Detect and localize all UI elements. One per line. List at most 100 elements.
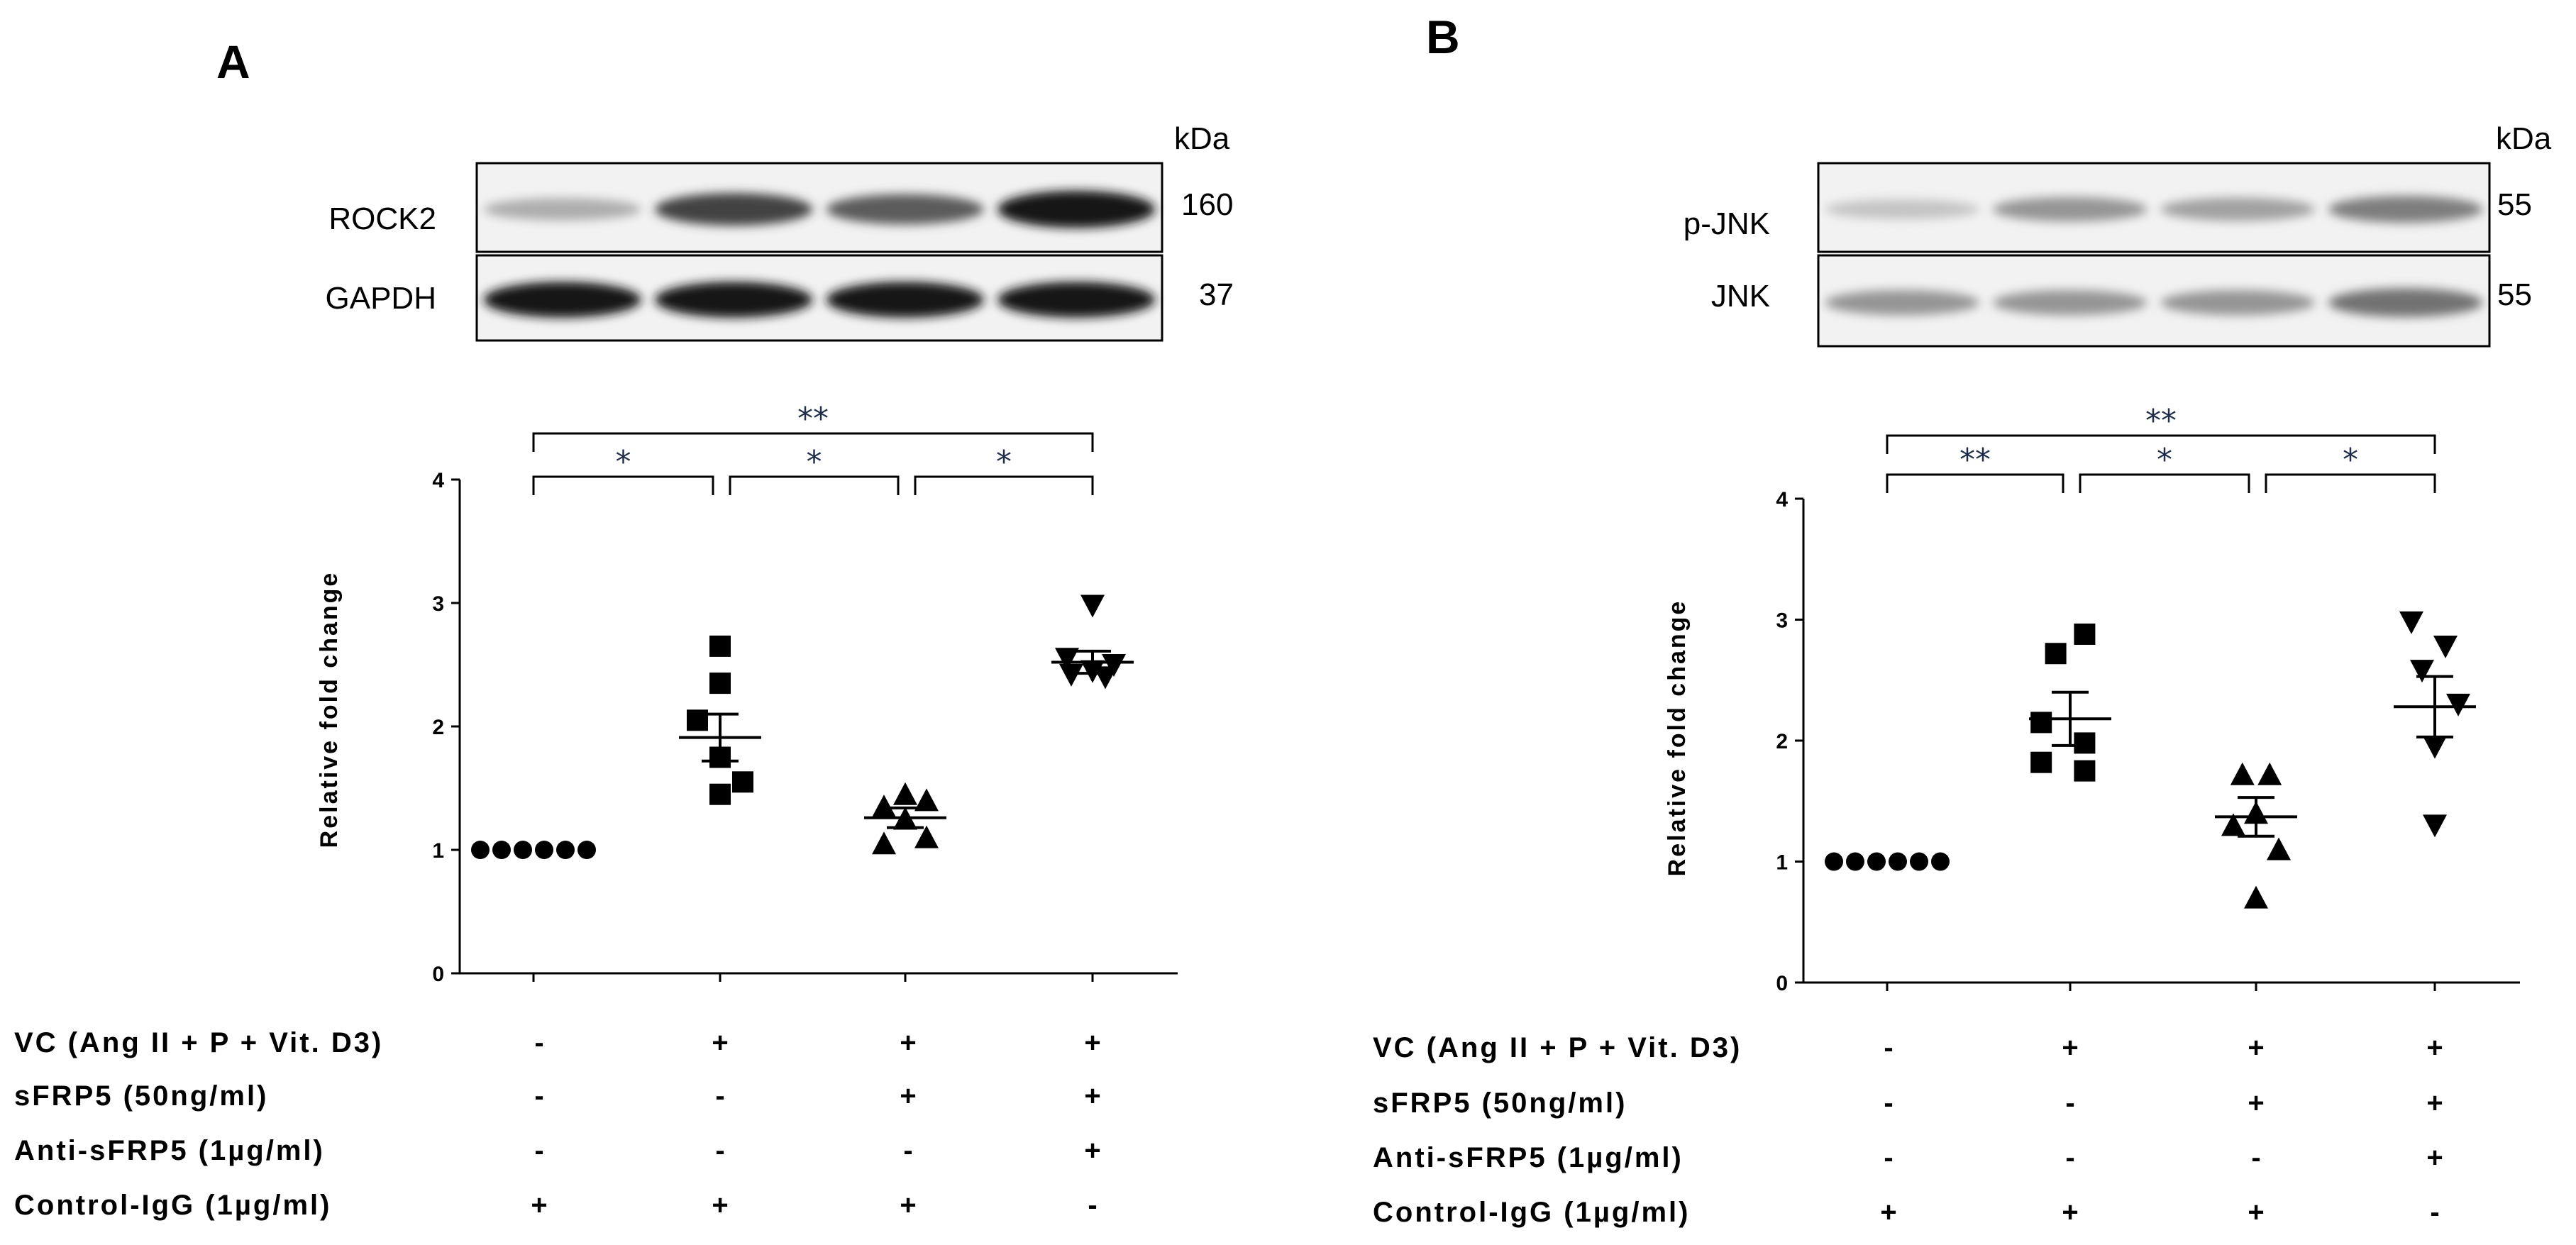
panel-b-y-tick-label: 1 [1776,851,1788,875]
panel-b-data-point-group-1 [1867,852,1886,871]
panel-a-significance-label: * [996,444,1012,480]
panel-a-data-point-group-1 [556,841,575,859]
panel-a-condition-label-control-igg: Control-IgG (1µg/ml) [14,1190,331,1221]
panel-b-data-point-group-2 [2030,712,2052,734]
panel-a-condition-value: - [534,1080,543,1112]
panel-b-data-point-group-1 [1825,852,1843,871]
panel-a-blot-band [655,193,813,226]
panel-b-significance-label: ** [2145,403,2177,439]
panel-b: B kDa p-JNK JNK 55 55 Relative fold chan… [1373,11,2552,1228]
panel-b-blot-band [2328,196,2483,223]
panel-a-data-point-group-3 [914,825,939,848]
panel-b-significance-bracket [2265,473,2436,493]
panel-b-data-point-group-3 [2244,885,2268,909]
panel-b-condition-label-sfrp5: sFRP5 (50ng/ml) [1373,1088,1627,1119]
panel-a-condition-label-anti-sfrp5: Anti-sFRP5 (1µg/ml) [14,1135,325,1166]
panel-a-data-point-group-4 [1055,648,1079,671]
panel-a-y-tick-label: 3 [432,592,444,616]
panel-a-condition-value: - [903,1135,912,1166]
panel-a-data-point-group-4 [1080,594,1105,618]
panel-a-blot-band [655,282,813,318]
panel-a-kda-gapdh: 37 [1199,277,1234,312]
panel-b-blot-band [1992,289,2147,316]
panel-b-condition-label-vc: VC (Ang II + P + Vit. D3) [1373,1032,1742,1063]
panel-a-y-tick-label: 2 [432,716,444,739]
panel-b-y-tick-label: 2 [1776,730,1788,753]
panel-a-blot-band [483,282,641,318]
panel-b-condition-value: - [2430,1197,2439,1228]
panel-a-data-point-group-2 [709,783,731,805]
panel-a-y-axis-label: Relative fold change [316,571,343,848]
panel-a-data-point-group-1 [577,841,596,859]
panel-a-y-tick-label: 1 [432,839,444,863]
panel-a-condition-value: + [531,1190,547,1221]
panel-a-kda-header: kDa [1174,121,1230,156]
panel-a-blot-band [826,194,984,225]
panel-a-western-blot [475,162,1163,342]
panel-b-condition-value: - [1884,1088,1893,1119]
panel-b-blot-band [1992,197,2147,222]
panel-a-data-point-group-4 [1102,654,1126,677]
panel-a-conditions-table: VC (Ang II + P + Vit. D3) sFRP5 (50ng/ml… [14,1027,1101,1221]
panel-a-blot-band [997,282,1156,318]
panel-a-kda-rock2: 160 [1181,187,1233,222]
panel-a-significance-bracket [532,432,1094,452]
panel-b-y-tick-label: 3 [1776,609,1788,633]
panel-a-condition-value: + [900,1080,916,1112]
panel-b-letter: B [1426,11,1460,63]
panel-b-western-blot [1817,162,2491,348]
panel-b-data-point-group-1 [1889,852,1907,871]
panel-b-data-point-group-4 [2410,660,2434,683]
panel-b-y-tick-label: 4 [1776,488,1788,511]
panel-a-condition-label-sfrp5: sFRP5 (50ng/ml) [14,1080,268,1112]
panel-a-significance-bracket [729,475,900,495]
panel-b-y-axis-label: Relative fold change [1664,599,1691,877]
panel-a-condition-value: - [1088,1190,1097,1221]
panel-b-condition-value: + [1880,1197,1896,1228]
panel-b-condition-value: + [2426,1088,2443,1119]
panel-a-blot-band [483,198,641,221]
panel-b-condition-label-anti-sfrp5: Anti-sFRP5 (1µg/ml) [1373,1142,1684,1173]
panel-b-data-point-group-2 [2045,643,2067,665]
panel-a-data-point-group-2 [709,635,731,657]
panel-a-data-point-group-3 [914,788,939,812]
panel-b-condition-value: - [1884,1032,1893,1063]
panel-b-data-point-group-4 [2399,611,2423,634]
panel-b-data-point-group-4 [2433,636,2458,659]
panel-a-condition-value: + [1084,1135,1100,1166]
panel-b-condition-value: + [2248,1197,2264,1228]
panel-b-conditions-table: VC (Ang II + P + Vit. D3) sFRP5 (50ng/ml… [1373,1032,2443,1228]
panel-b-significance-label: * [2157,442,2172,478]
panel-a-data-point-group-1 [514,841,532,859]
panel-b-data-point-group-3 [2230,762,2255,785]
panel-b-condition-value: + [2248,1032,2264,1063]
panel-b-data-point-group-4 [2446,693,2470,716]
panel-b-kda-pjnk: 55 [2497,187,2532,222]
panel-b-data-point-group-3 [2257,762,2282,785]
panel-b-condition-label-control-igg: Control-IgG (1µg/ml) [1373,1197,1690,1228]
panel-b-blot-band [1825,289,1980,316]
panel-a-data-point-group-1 [535,841,553,859]
panel-b-significance-bracket [1886,434,2436,454]
panel-a-significance-bracket [532,475,714,495]
panel-a-data-point-group-3 [872,831,896,855]
panel-a-significance-label: * [616,444,631,480]
panel-b-condition-value: - [2251,1142,2260,1173]
panel-b-significance-bracket [1886,473,2064,493]
panel-b-data-point-group-2 [2074,732,2096,754]
panel-a-condition-value: + [1084,1080,1100,1112]
panel-b-condition-value: - [1884,1142,1893,1173]
panel-a-data-point-group-4 [1059,663,1083,687]
panel-b-condition-value: + [2062,1197,2078,1228]
panel-a-blot-band [997,190,1156,228]
panel-a-blot-band [826,282,984,318]
panel-b-y-tick-label: 0 [1776,972,1788,995]
panel-b-data-point-group-3 [2221,813,2245,836]
panel-b-data-point-group-1 [1910,852,1928,871]
panel-a-condition-value: + [900,1190,916,1221]
panel-b-blot-band [1825,199,1980,220]
panel-a-y-tick-label: 0 [432,963,444,986]
